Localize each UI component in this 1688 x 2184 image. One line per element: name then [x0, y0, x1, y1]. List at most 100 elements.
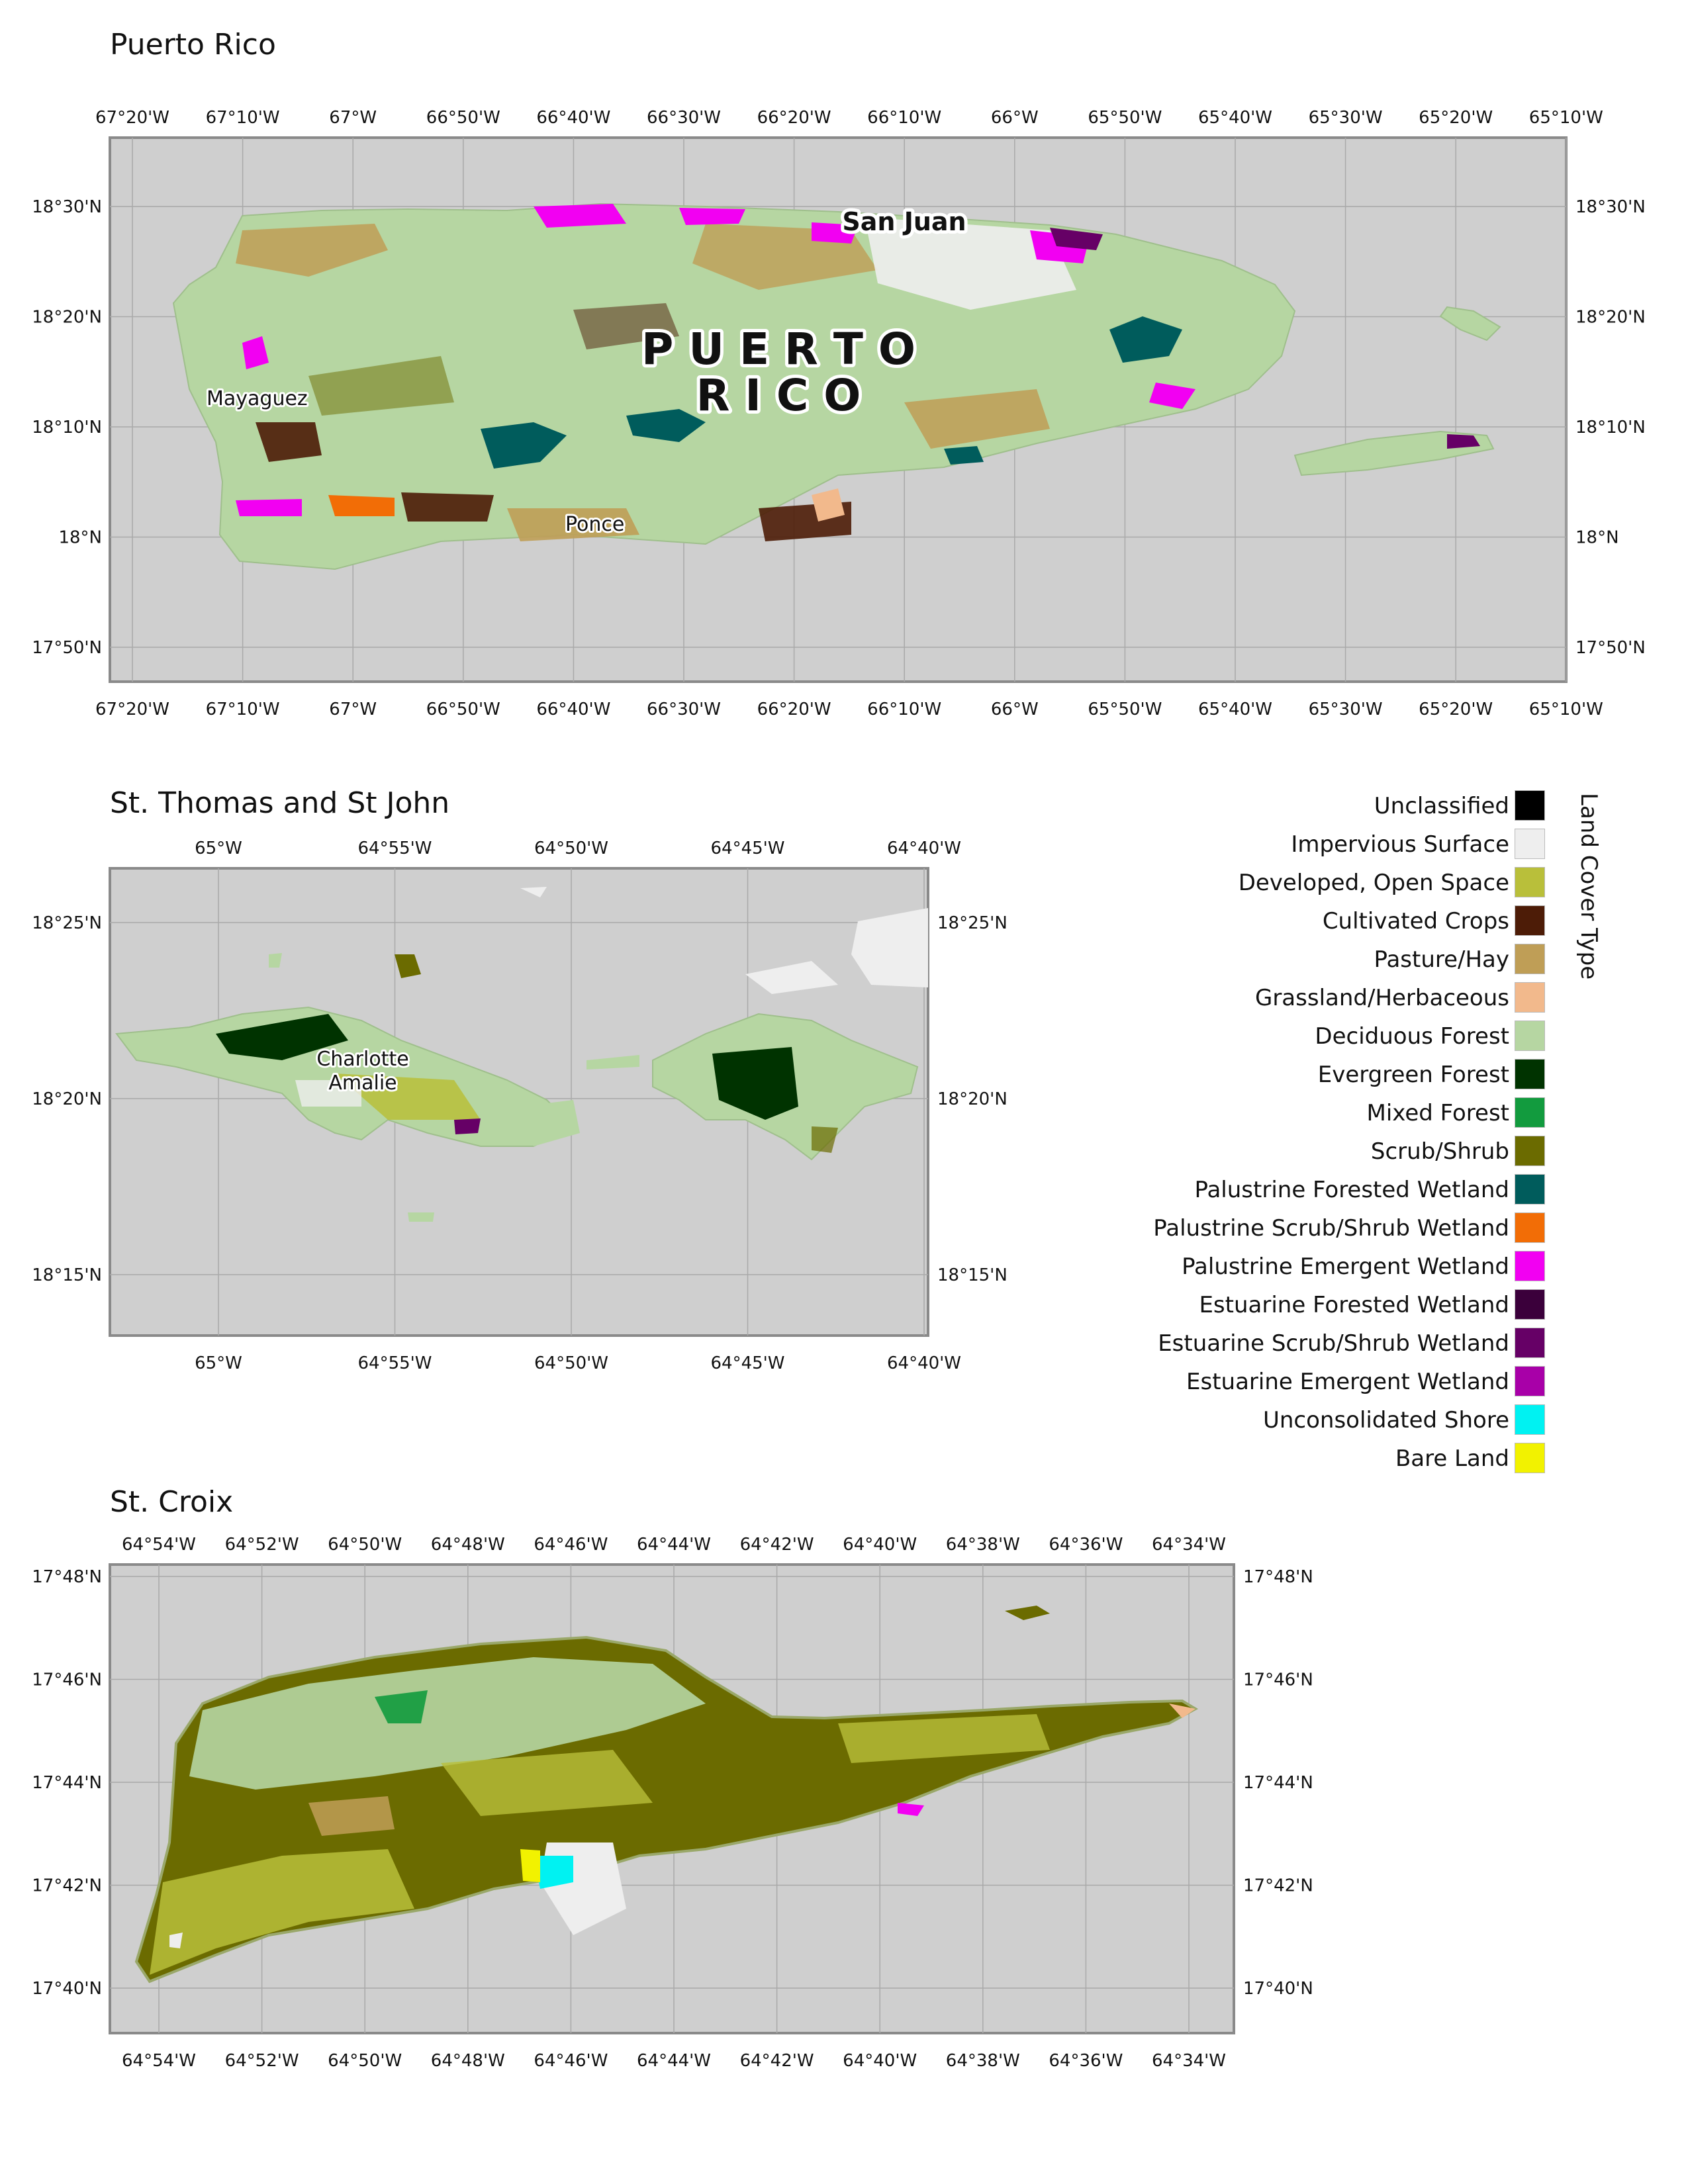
lat-label-right: 18°20'N	[1575, 308, 1646, 328]
legend-swatch	[1515, 1059, 1545, 1089]
lon-label-bottom: 66°10'W	[867, 700, 941, 719]
legend-swatch	[1515, 1212, 1545, 1243]
lon-label-bottom: 64°42'W	[740, 2051, 814, 2071]
lat-label-left: 17°44'N	[32, 1773, 102, 1793]
lat-label-right: 18°10'N	[1575, 418, 1646, 437]
lon-label-top: 64°36'W	[1049, 1535, 1123, 1555]
lon-label-top: 64°50'W	[328, 1535, 402, 1555]
legend-item: Estuarine Forested Wetland	[1112, 1285, 1589, 1324]
legend-swatch	[1515, 1328, 1545, 1358]
lat-label-right: 17°50'N	[1575, 638, 1646, 658]
land-cover-patches	[236, 204, 1196, 541]
legend-item-label: Mixed Forest	[1366, 1100, 1509, 1126]
lon-label-bottom: 64°50'W	[328, 2051, 402, 2071]
legend-swatch	[1515, 790, 1545, 821]
legend-item: Cultivated Crops	[1112, 901, 1589, 940]
lon-label-bottom: 64°38'W	[946, 2051, 1020, 2071]
legend-item: Palustrine Emergent Wetland	[1112, 1247, 1589, 1285]
legend-swatch	[1515, 867, 1545, 897]
legend-item: Grassland/Herbaceous	[1112, 978, 1589, 1017]
map-st-croix[interactable]: 64°54'W 64°52'W 64°50'W 64°48'W 64°46'W 64°44…	[32, 1535, 1313, 2071]
legend-item: Impervious Surface	[1112, 825, 1589, 863]
lon-label-bottom: 64°44'W	[637, 2051, 711, 2071]
lon-label-bottom: 64°40'W	[843, 2051, 917, 2071]
lon-label-bottom: 64°55'W	[357, 1353, 432, 1373]
place-label-ponce: Ponce	[565, 513, 624, 536]
lon-label-bottom: 64°50'W	[534, 1353, 608, 1373]
place-label-charlotte: Charlotte	[316, 1048, 408, 1071]
legend-swatch	[1515, 1404, 1545, 1435]
lon-label-bottom: 65°40'W	[1198, 700, 1272, 719]
lon-label-bottom: 65°30'W	[1309, 700, 1383, 719]
legend-item: Estuarine Scrub/Shrub Wetland	[1112, 1324, 1589, 1362]
legend-item-label: Unclassified	[1374, 793, 1509, 819]
lon-label-top: 66°30'W	[647, 108, 721, 128]
lon-label-bottom: 64°48'W	[431, 2051, 505, 2071]
lon-label-top: 65°30'W	[1309, 108, 1383, 128]
legend-item: Mixed Forest	[1112, 1093, 1589, 1132]
lat-label-right: 17°44'N	[1243, 1773, 1313, 1793]
legend-item-label: Cultivated Crops	[1322, 908, 1509, 934]
legend-item: Deciduous Forest	[1112, 1017, 1589, 1055]
lon-label-bottom: 64°54'W	[122, 2051, 196, 2071]
legend-swatch	[1515, 1097, 1545, 1128]
lat-label-right: 17°46'N	[1243, 1670, 1313, 1690]
lon-label-top: 66°40'W	[536, 108, 610, 128]
lon-label-top: 66°50'W	[426, 108, 500, 128]
lon-label-bottom: 64°52'W	[225, 2051, 299, 2071]
legend-item: Unconsolidated Shore	[1112, 1400, 1589, 1439]
legend-swatch	[1515, 1366, 1545, 1396]
lon-label-top: 64°55'W	[357, 839, 432, 858]
map-st-croix-canvas: 64°54'W 64°52'W 64°50'W 64°48'W 64°46'W 64°44…	[32, 1535, 1313, 2071]
lon-label-top: 64°48'W	[431, 1535, 505, 1555]
place-label-rico: R I C O	[696, 370, 861, 421]
lat-label-right: 17°40'N	[1243, 1979, 1313, 1999]
place-label-san-juan: San Juan	[842, 207, 966, 236]
legend-item: Bare Land	[1112, 1439, 1589, 1477]
island-culebra	[1439, 306, 1501, 341]
lon-label-top: 64°52'W	[225, 1535, 299, 1555]
lon-label-top: 67°20'W	[95, 108, 169, 128]
lon-label-top: 64°40'W	[843, 1535, 917, 1555]
legend-item: Scrub/Shrub	[1112, 1132, 1589, 1170]
lat-label-right: 17°42'N	[1243, 1876, 1313, 1896]
lon-label-top: 64°40'W	[887, 839, 961, 858]
map-puerto-rico[interactable]: P U E R T O R I C O San Juan Mayaguez Po…	[32, 108, 1646, 719]
lon-label-bottom: 67°W	[329, 700, 377, 719]
map-st-thomas-st-john[interactable]: Charlotte Amalie 65°W 64°55'W 64°50'W 64°45…	[32, 839, 1008, 1373]
lon-label-bottom: 66°20'W	[757, 700, 831, 719]
lon-label-top: 66°W	[991, 108, 1039, 128]
lat-label-right: 18°15'N	[937, 1265, 1008, 1285]
lat-label-left: 17°42'N	[32, 1876, 102, 1896]
lon-label-top: 67°W	[329, 108, 377, 128]
map-title-st-thomas-st-john: St. Thomas and St John	[110, 786, 450, 820]
legend-item: Palustrine Forested Wetland	[1112, 1170, 1589, 1208]
legend-swatch	[1515, 1251, 1545, 1281]
lon-label-top: 66°10'W	[867, 108, 941, 128]
lon-label-bottom: 64°36'W	[1049, 2051, 1123, 2071]
lat-label-left: 18°20'N	[32, 308, 102, 328]
lon-label-top: 64°54'W	[122, 1535, 196, 1555]
legend-item-label: Evergreen Forest	[1317, 1062, 1509, 1088]
legend-item: Developed, Open Space	[1112, 863, 1589, 901]
legend-item-label: Estuarine Scrub/Shrub Wetland	[1158, 1330, 1509, 1357]
lon-label-bottom: 65°20'W	[1419, 700, 1493, 719]
legend-land-cover: Land Cover Type Unclassified Impervious S…	[1112, 786, 1602, 1501]
map-title-st-croix: St. Croix	[110, 1485, 234, 1519]
lon-label-bottom: 65°10'W	[1529, 700, 1603, 719]
lat-label-left: 18°25'N	[32, 913, 102, 933]
lat-label-left: 18°10'N	[32, 418, 102, 437]
legend-swatch	[1515, 1443, 1545, 1473]
place-label-puerto-rico: P U E R T O	[641, 324, 915, 375]
map-title-puerto-rico: Puerto Rico	[110, 28, 276, 62]
lon-label-bottom: 64°46'W	[534, 2051, 608, 2071]
lon-label-top: 67°10'W	[206, 108, 280, 128]
lon-label-top: 64°50'W	[534, 839, 608, 858]
legend-item: Estuarine Emergent Wetland	[1112, 1362, 1589, 1400]
legend-item-label: Estuarine Emergent Wetland	[1186, 1369, 1509, 1395]
legend-item-label: Deciduous Forest	[1315, 1023, 1509, 1050]
legend-item-label: Scrub/Shrub	[1370, 1138, 1509, 1165]
lat-label-right: 18°N	[1575, 528, 1619, 548]
lon-label-bottom: 64°34'W	[1152, 2051, 1226, 2071]
lon-label-bottom: 64°40'W	[887, 1353, 961, 1373]
